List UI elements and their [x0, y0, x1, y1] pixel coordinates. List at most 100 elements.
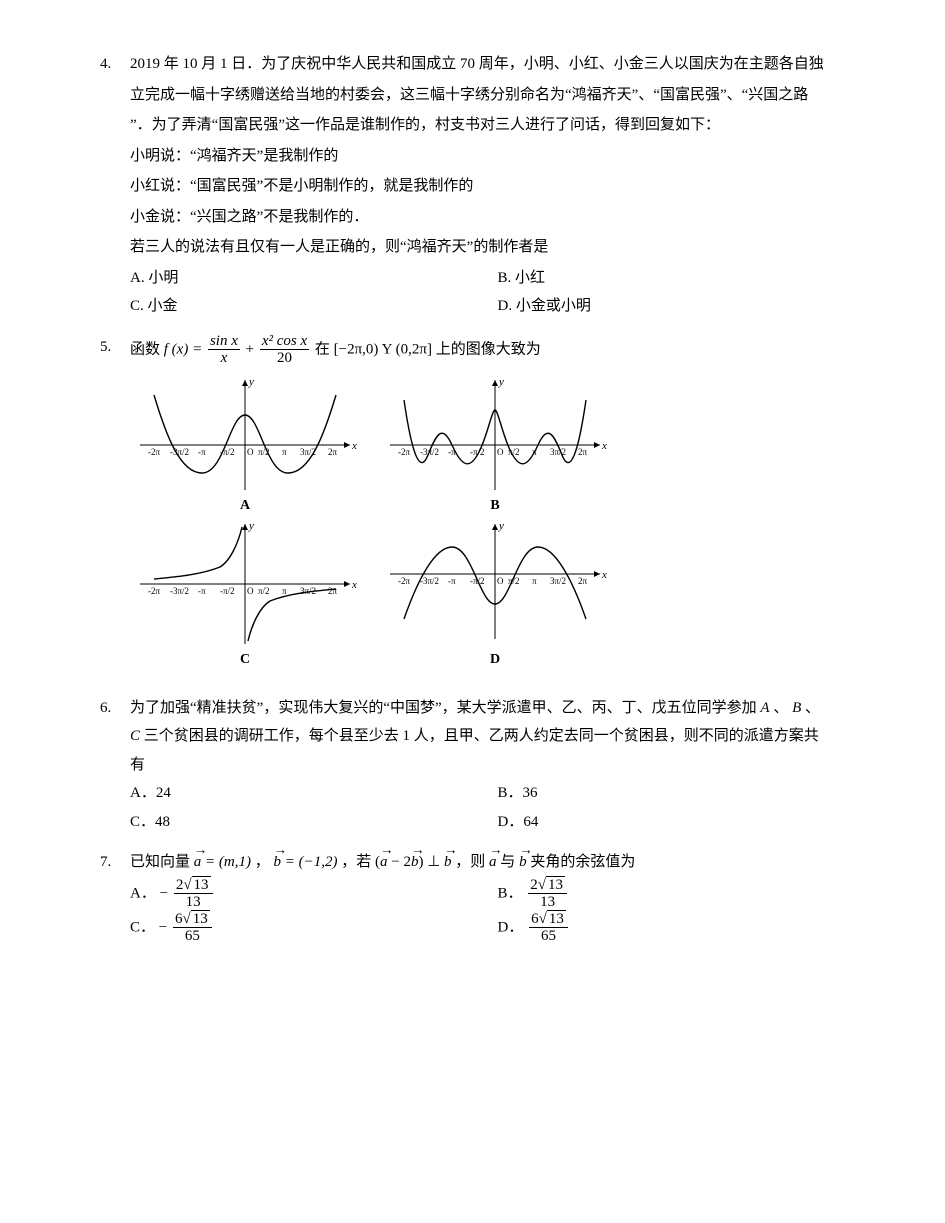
q4-statement-hong: 小红说：“国富民强”不是小明制作的，就是我制作的 [130, 172, 865, 201]
q5-graph-d: x y O -2π-3π/2 -π-π/2 π/2π 3π/22π D [370, 519, 620, 674]
q5-text-pre: 函数 [130, 341, 164, 357]
svg-text:π: π [532, 576, 537, 586]
q7-optA-pre: A． [130, 885, 156, 901]
q4-body: 2019 年 10 月 1 日．为了庆祝中华人民共和国成立 70 周年，小明、小… [130, 50, 865, 321]
svg-text:-π: -π [198, 447, 206, 457]
q6-number: 6. [100, 694, 130, 837]
question-7: 7. 已知向量 a = (m,1) ， b = (−1,2) ，若 (a − 2… [100, 848, 865, 945]
q5-interval: 在 [−2π,0) Y (0,2π] [315, 341, 432, 357]
q7-frac-d: 6√13 65 [529, 911, 568, 945]
q6-line3: 有 [130, 751, 865, 780]
q7-t4: 与 [500, 854, 519, 870]
q7-b-eq: = (−1,2) [285, 854, 338, 870]
q7-body: 已知向量 a = (m,1) ， b = (−1,2) ，若 (a − 2b) … [130, 848, 865, 945]
svg-text:2π: 2π [578, 447, 588, 457]
q5-frac1: sin x x [208, 333, 240, 367]
svg-text:-2π: -2π [398, 576, 410, 586]
svg-text:-3π/2: -3π/2 [420, 576, 439, 586]
q7-options: A． − 2√13 13 B． 2√13 13 C． − 6√13 6 [130, 877, 865, 945]
q5-frac1-den: x [208, 350, 240, 367]
q4-intro-line3: ”．为了弄清“国富民强”这一作品是谁制作的，村支书对三人进行了问话，得到回复如下… [130, 111, 865, 140]
q4-option-b: B. 小红 [498, 264, 866, 293]
svg-text:π/2: π/2 [258, 586, 270, 596]
q7-neg-c: − [159, 919, 167, 935]
q5-label-b: B [490, 493, 499, 520]
q6-C: C [130, 728, 140, 744]
q5-label-a: A [240, 493, 250, 520]
q6-option-c: C．48 [130, 808, 498, 837]
svg-text:-π: -π [448, 576, 456, 586]
q7-option-c: C． − 6√13 65 [130, 911, 498, 945]
q7-option-b: B． 2√13 13 [498, 877, 866, 911]
q6-option-d: D．64 [498, 808, 866, 837]
svg-text:-2π: -2π [398, 447, 410, 457]
svg-text:-π: -π [198, 586, 206, 596]
q7-c1: ， [255, 854, 270, 870]
q6-options: A．24 B．36 C．48 D．64 [130, 779, 865, 836]
q4-statement-ming: 小明说：“鸿福齐天”是我制作的 [130, 142, 865, 171]
question-5: 5. 函数 f (x) = sin x x + x² cos x 20 在 [−… [100, 333, 865, 682]
svg-text:-3π/2: -3π/2 [170, 447, 189, 457]
q6-option-b: B．36 [498, 779, 866, 808]
q7-stem: 已知向量 a = (m,1) ， b = (−1,2) ，若 (a − 2b) … [130, 848, 865, 877]
svg-text:x: x [601, 569, 607, 581]
q7-frac-a: 2√13 13 [174, 877, 213, 911]
q7-t1: 已知向量 [130, 854, 194, 870]
q7-frac-c: 6√13 65 [173, 911, 212, 945]
svg-text:-2π: -2π [148, 447, 160, 457]
svg-text:O: O [497, 576, 504, 586]
q5-stem: 函数 f (x) = sin x x + x² cos x 20 在 [−2π,… [130, 333, 865, 367]
svg-text:O: O [247, 586, 254, 596]
q4-number: 4. [100, 50, 130, 321]
q5-body: 函数 f (x) = sin x x + x² cos x 20 在 [−2π,… [130, 333, 865, 682]
svg-text:π: π [282, 447, 287, 457]
q4-option-c: C. 小金 [130, 292, 498, 321]
q5-frac2: x² cos x 20 [260, 333, 309, 367]
q7-number: 7. [100, 848, 130, 945]
q7-option-d: D． 6√13 65 [498, 911, 866, 945]
q5-fx: f (x) = [164, 341, 202, 357]
q6-l2a: 三个贫困县的调研工作，每个县至少去 1 人，且甲、乙两人约定去同一个贫困县，则不… [144, 728, 819, 744]
q7-vec-b2: b [444, 848, 452, 877]
svg-text:O: O [247, 447, 254, 457]
question-6: 6. 为了加强“精准扶贫”，实现伟大复兴的“中国梦”，某大学派遣甲、乙、丙、丁、… [100, 694, 865, 837]
svg-text:x: x [351, 440, 357, 452]
q6-l1a: 为了加强“精准扶贫”，实现伟大复兴的“中国梦”，某大学派遣甲、乙、丙、丁、戊五位… [130, 700, 760, 716]
q6-option-a: A．24 [130, 779, 498, 808]
svg-text:3π/2: 3π/2 [550, 576, 566, 586]
q5-text-post: 上的图像大致为 [436, 341, 541, 357]
q7-neg-a: − [160, 885, 168, 901]
svg-text:y: y [498, 520, 504, 532]
svg-text:x: x [351, 579, 357, 591]
q5-graph-b: x y O -2π-3π/2 -π-π/2 π/2π 3π/22π B [370, 375, 620, 520]
q4-statement-jin: 小金说：“兴国之路”不是我制作的． [130, 203, 865, 232]
svg-text:2π: 2π [578, 576, 588, 586]
q7-optB-pre: B． [498, 885, 523, 901]
svg-text:y: y [498, 376, 504, 388]
q6-body: 为了加强“精准扶贫”，实现伟大复兴的“中国梦”，某大学派遣甲、乙、丙、丁、戊五位… [130, 694, 865, 837]
q5-label-d: D [490, 647, 500, 674]
q7-perp: ⊥ [427, 854, 444, 870]
svg-text:3π/2: 3π/2 [550, 447, 566, 457]
q7-t5: 夹角的余弦值为 [530, 854, 635, 870]
q4-option-a: A. 小明 [130, 264, 498, 293]
svg-text:y: y [248, 520, 254, 532]
svg-text:π: π [282, 586, 287, 596]
svg-text:2π: 2π [328, 447, 338, 457]
q5-frac2-den: 20 [260, 350, 309, 367]
q5-frac1-num: sin x [208, 333, 240, 351]
q4-options: A. 小明 B. 小红 C. 小金 D. 小金或小明 [130, 264, 865, 321]
q5-frac2-num: x² cos x [260, 333, 309, 351]
q5-graph-c: x y O -2π-3π/2 -π-π/2 π/2π 3π/22π C [120, 519, 370, 674]
q4-intro-line2: 立完成一幅十字绣赠送给当地的村委会，这三幅十字绣分别命名为“鸿福齐天”、“国富民… [130, 81, 865, 110]
q7-vec-a1: a [194, 848, 202, 877]
q7-optC-pre: C． [130, 919, 155, 935]
q6-l1c: 、 [805, 700, 820, 716]
svg-text:O: O [497, 447, 504, 457]
q7-frac-b: 2√13 13 [528, 877, 567, 911]
q7-vec-b1: b [273, 848, 281, 877]
q7-optD-pre: D． [498, 919, 524, 935]
svg-text:y: y [248, 376, 254, 388]
svg-text:-2π: -2π [148, 586, 160, 596]
q6-line1: 为了加强“精准扶贫”，实现伟大复兴的“中国梦”，某大学派遣甲、乙、丙、丁、戊五位… [130, 694, 865, 723]
